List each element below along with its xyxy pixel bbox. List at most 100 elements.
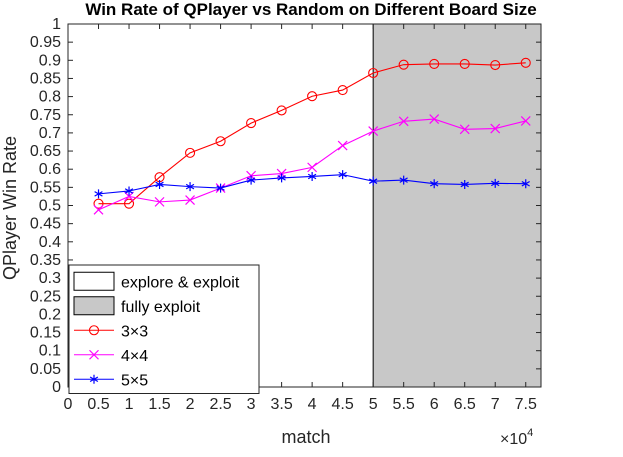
data-point xyxy=(368,176,378,186)
legend-swatch xyxy=(73,296,115,316)
data-point xyxy=(123,198,135,209)
x-tick-label: 5.5 xyxy=(393,396,415,413)
y-tick-label: 0.6 xyxy=(39,161,61,178)
data-point xyxy=(246,118,257,129)
y-tick-label: 0.65 xyxy=(30,143,61,160)
y-tick-label: 0.35 xyxy=(30,252,61,269)
x-tick-label: 0 xyxy=(64,396,73,413)
data-point xyxy=(337,140,348,151)
x-tick-label: 4 xyxy=(308,396,317,413)
x-tick-label: 6.5 xyxy=(454,396,476,413)
data-point xyxy=(521,179,530,189)
data-point xyxy=(215,136,226,147)
legend-swatch xyxy=(73,271,115,291)
data-point xyxy=(491,178,500,188)
legend-label: 3×3 xyxy=(121,323,148,340)
data-point xyxy=(429,58,440,69)
x-tick-label: 3 xyxy=(247,396,256,413)
legend-marker xyxy=(89,349,99,360)
region-1 xyxy=(373,24,541,387)
series-line xyxy=(98,62,526,205)
data-point xyxy=(398,116,409,127)
chart-title: Win Rate of QPlayer vs Random on Differe… xyxy=(85,0,536,19)
y-tick-label: 0.4 xyxy=(39,234,61,251)
legend-marker xyxy=(88,325,100,336)
data-point xyxy=(124,191,134,202)
y-axis-ticks: 00.050.10.15 0.20.250.30.350.40.450.5 0.55… xyxy=(30,16,541,396)
data-point xyxy=(490,123,501,134)
data-point xyxy=(490,59,501,71)
y-tick-label: 0.95 xyxy=(30,34,61,51)
data-point xyxy=(520,115,531,126)
y-tick-label: 0.1 xyxy=(39,343,61,360)
y-tick-label: 0.85 xyxy=(30,70,61,87)
x-tick-label: 4.5 xyxy=(332,396,354,413)
y-tick-label: 0.45 xyxy=(30,216,61,233)
series-0 xyxy=(93,57,531,209)
data-point xyxy=(460,179,469,189)
data-point xyxy=(93,204,104,215)
series-layer xyxy=(93,57,531,215)
y-tick-label: 0.2 xyxy=(39,306,61,323)
y-tick-label: 0.8 xyxy=(39,89,61,106)
legend-label: 5×5 xyxy=(121,372,148,389)
y-tick-label: 1 xyxy=(52,16,61,33)
x-axis-label: match xyxy=(281,427,330,447)
x-tick-label: 1.5 xyxy=(148,396,170,413)
data-point xyxy=(429,114,440,125)
x-axis-ticks: 0 0.5 1 1.5 2 2.5 3 3.5 4 4.5 5 5.5 6 6.5 7 7.5 xyxy=(64,24,537,413)
data-point xyxy=(338,170,347,180)
data-point xyxy=(337,85,348,96)
data-point xyxy=(368,67,379,79)
x-tick-label: 1 xyxy=(125,396,134,413)
y-tick-label: 0.55 xyxy=(30,179,61,196)
y-tick-label: 0.75 xyxy=(30,107,61,124)
x-multiplier-exponent: 4 xyxy=(527,427,533,439)
data-point xyxy=(277,173,286,183)
data-point xyxy=(368,126,379,137)
x-tick-label: 7.5 xyxy=(515,396,537,413)
legend-marker xyxy=(89,374,99,384)
series-2 xyxy=(94,170,530,199)
y-tick-label: 0.9 xyxy=(39,52,61,69)
data-point xyxy=(246,175,256,185)
data-point xyxy=(124,186,134,196)
data-point xyxy=(398,59,409,70)
y-tick-label: 0.05 xyxy=(30,361,61,378)
x-tick-label: 6 xyxy=(430,396,439,413)
data-point xyxy=(94,189,103,199)
data-point xyxy=(307,91,318,102)
data-point xyxy=(216,183,225,193)
data-point xyxy=(520,57,531,68)
legend-label: explore & exploit xyxy=(121,274,240,291)
legend-label: 4×4 xyxy=(121,348,148,365)
y-tick-label: 0.5 xyxy=(39,198,61,215)
data-point xyxy=(185,195,195,205)
y-tick-label: 0 xyxy=(52,379,61,396)
data-point xyxy=(276,105,287,116)
y-tick-label: 0.25 xyxy=(30,288,61,305)
series-1 xyxy=(93,114,531,215)
x-tick-label: 0.5 xyxy=(87,396,109,413)
x-multiplier-base: ×10 xyxy=(500,431,527,448)
data-point xyxy=(307,162,318,173)
data-point xyxy=(307,171,317,181)
data-point xyxy=(185,182,195,192)
x-tick-label: 2 xyxy=(186,396,195,413)
data-point xyxy=(155,179,164,189)
y-tick-label: 0.3 xyxy=(39,270,61,287)
x-tick-label: 3.5 xyxy=(270,396,292,413)
data-point xyxy=(93,198,104,209)
y-tick-label: 0.7 xyxy=(39,125,61,142)
data-point xyxy=(459,58,470,69)
data-point xyxy=(185,147,196,158)
data-point xyxy=(399,175,408,185)
legend-label: fully exploit xyxy=(121,299,201,316)
y-axis-label: QPlayer Win Rate xyxy=(0,136,20,280)
x-tick-label: 2.5 xyxy=(209,396,231,413)
data-point xyxy=(154,196,165,207)
legend: explore & exploit fully exploit 3×3 4×4 5×5 xyxy=(68,264,260,394)
x-tick-label: 7 xyxy=(491,396,500,413)
data-point xyxy=(429,179,439,189)
